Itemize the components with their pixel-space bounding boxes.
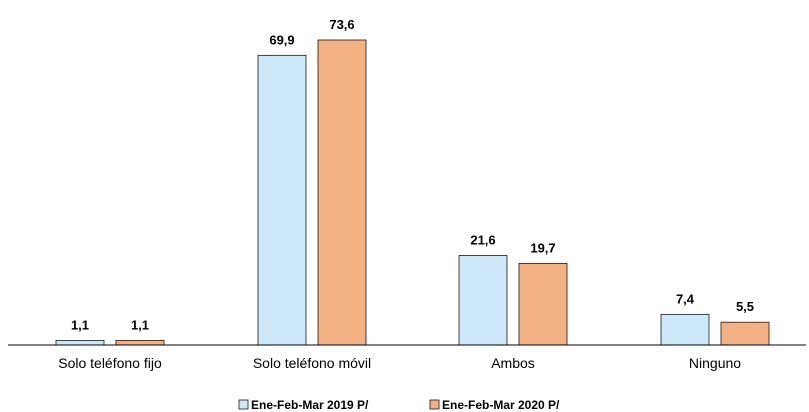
value-label-series-2-cat-4: 5,5: [736, 299, 754, 314]
value-label-series-1-cat-3: 21,6: [470, 232, 495, 247]
bar-series-1-cat-3: [458, 255, 508, 346]
legend: Ene-Feb-Mar 2019 P/ Ene-Feb-Mar 2020 P/: [238, 398, 560, 412]
legend-swatch-series-1: [238, 399, 249, 410]
value-label-series-2-cat-3: 19,7: [530, 240, 555, 255]
legend-label-series-2: Ene-Feb-Mar 2020 P/: [442, 398, 560, 412]
bar-series-1-cat-1: [55, 340, 105, 346]
bars-group: [55, 39, 770, 346]
legend-swatch-series-2: [429, 399, 440, 410]
category-label-3: Ambos: [491, 355, 535, 371]
category-label-4: Ninguno: [689, 355, 741, 371]
value-label-series-1-cat-4: 7,4: [676, 291, 695, 306]
bar-series-2-cat-4: [720, 321, 770, 346]
value-label-series-2-cat-1: 1,1: [131, 317, 149, 332]
value-labels-group: 1,1 1,1 69,9 73,6 21,6 19,7 7,4 5,5: [71, 17, 754, 332]
bar-series-2-cat-2: [317, 39, 367, 346]
value-label-series-1-cat-1: 1,1: [71, 317, 89, 332]
category-label-1: Solo teléfono fijo: [58, 355, 162, 371]
bar-series-1-cat-4: [660, 313, 710, 346]
value-label-series-1-cat-2: 69,9: [269, 32, 294, 47]
category-label-2: Solo teléfono móvil: [253, 355, 371, 371]
value-label-series-2-cat-2: 73,6: [329, 17, 354, 32]
bar-series-1-cat-2: [257, 54, 307, 346]
bar-series-2-cat-3: [518, 262, 568, 346]
legend-label-series-1: Ene-Feb-Mar 2019 P/: [251, 398, 369, 412]
bar-series-2-cat-1: [115, 340, 165, 346]
category-labels-group: Solo teléfono fijo Solo teléfono móvil Amb…: [58, 355, 741, 371]
